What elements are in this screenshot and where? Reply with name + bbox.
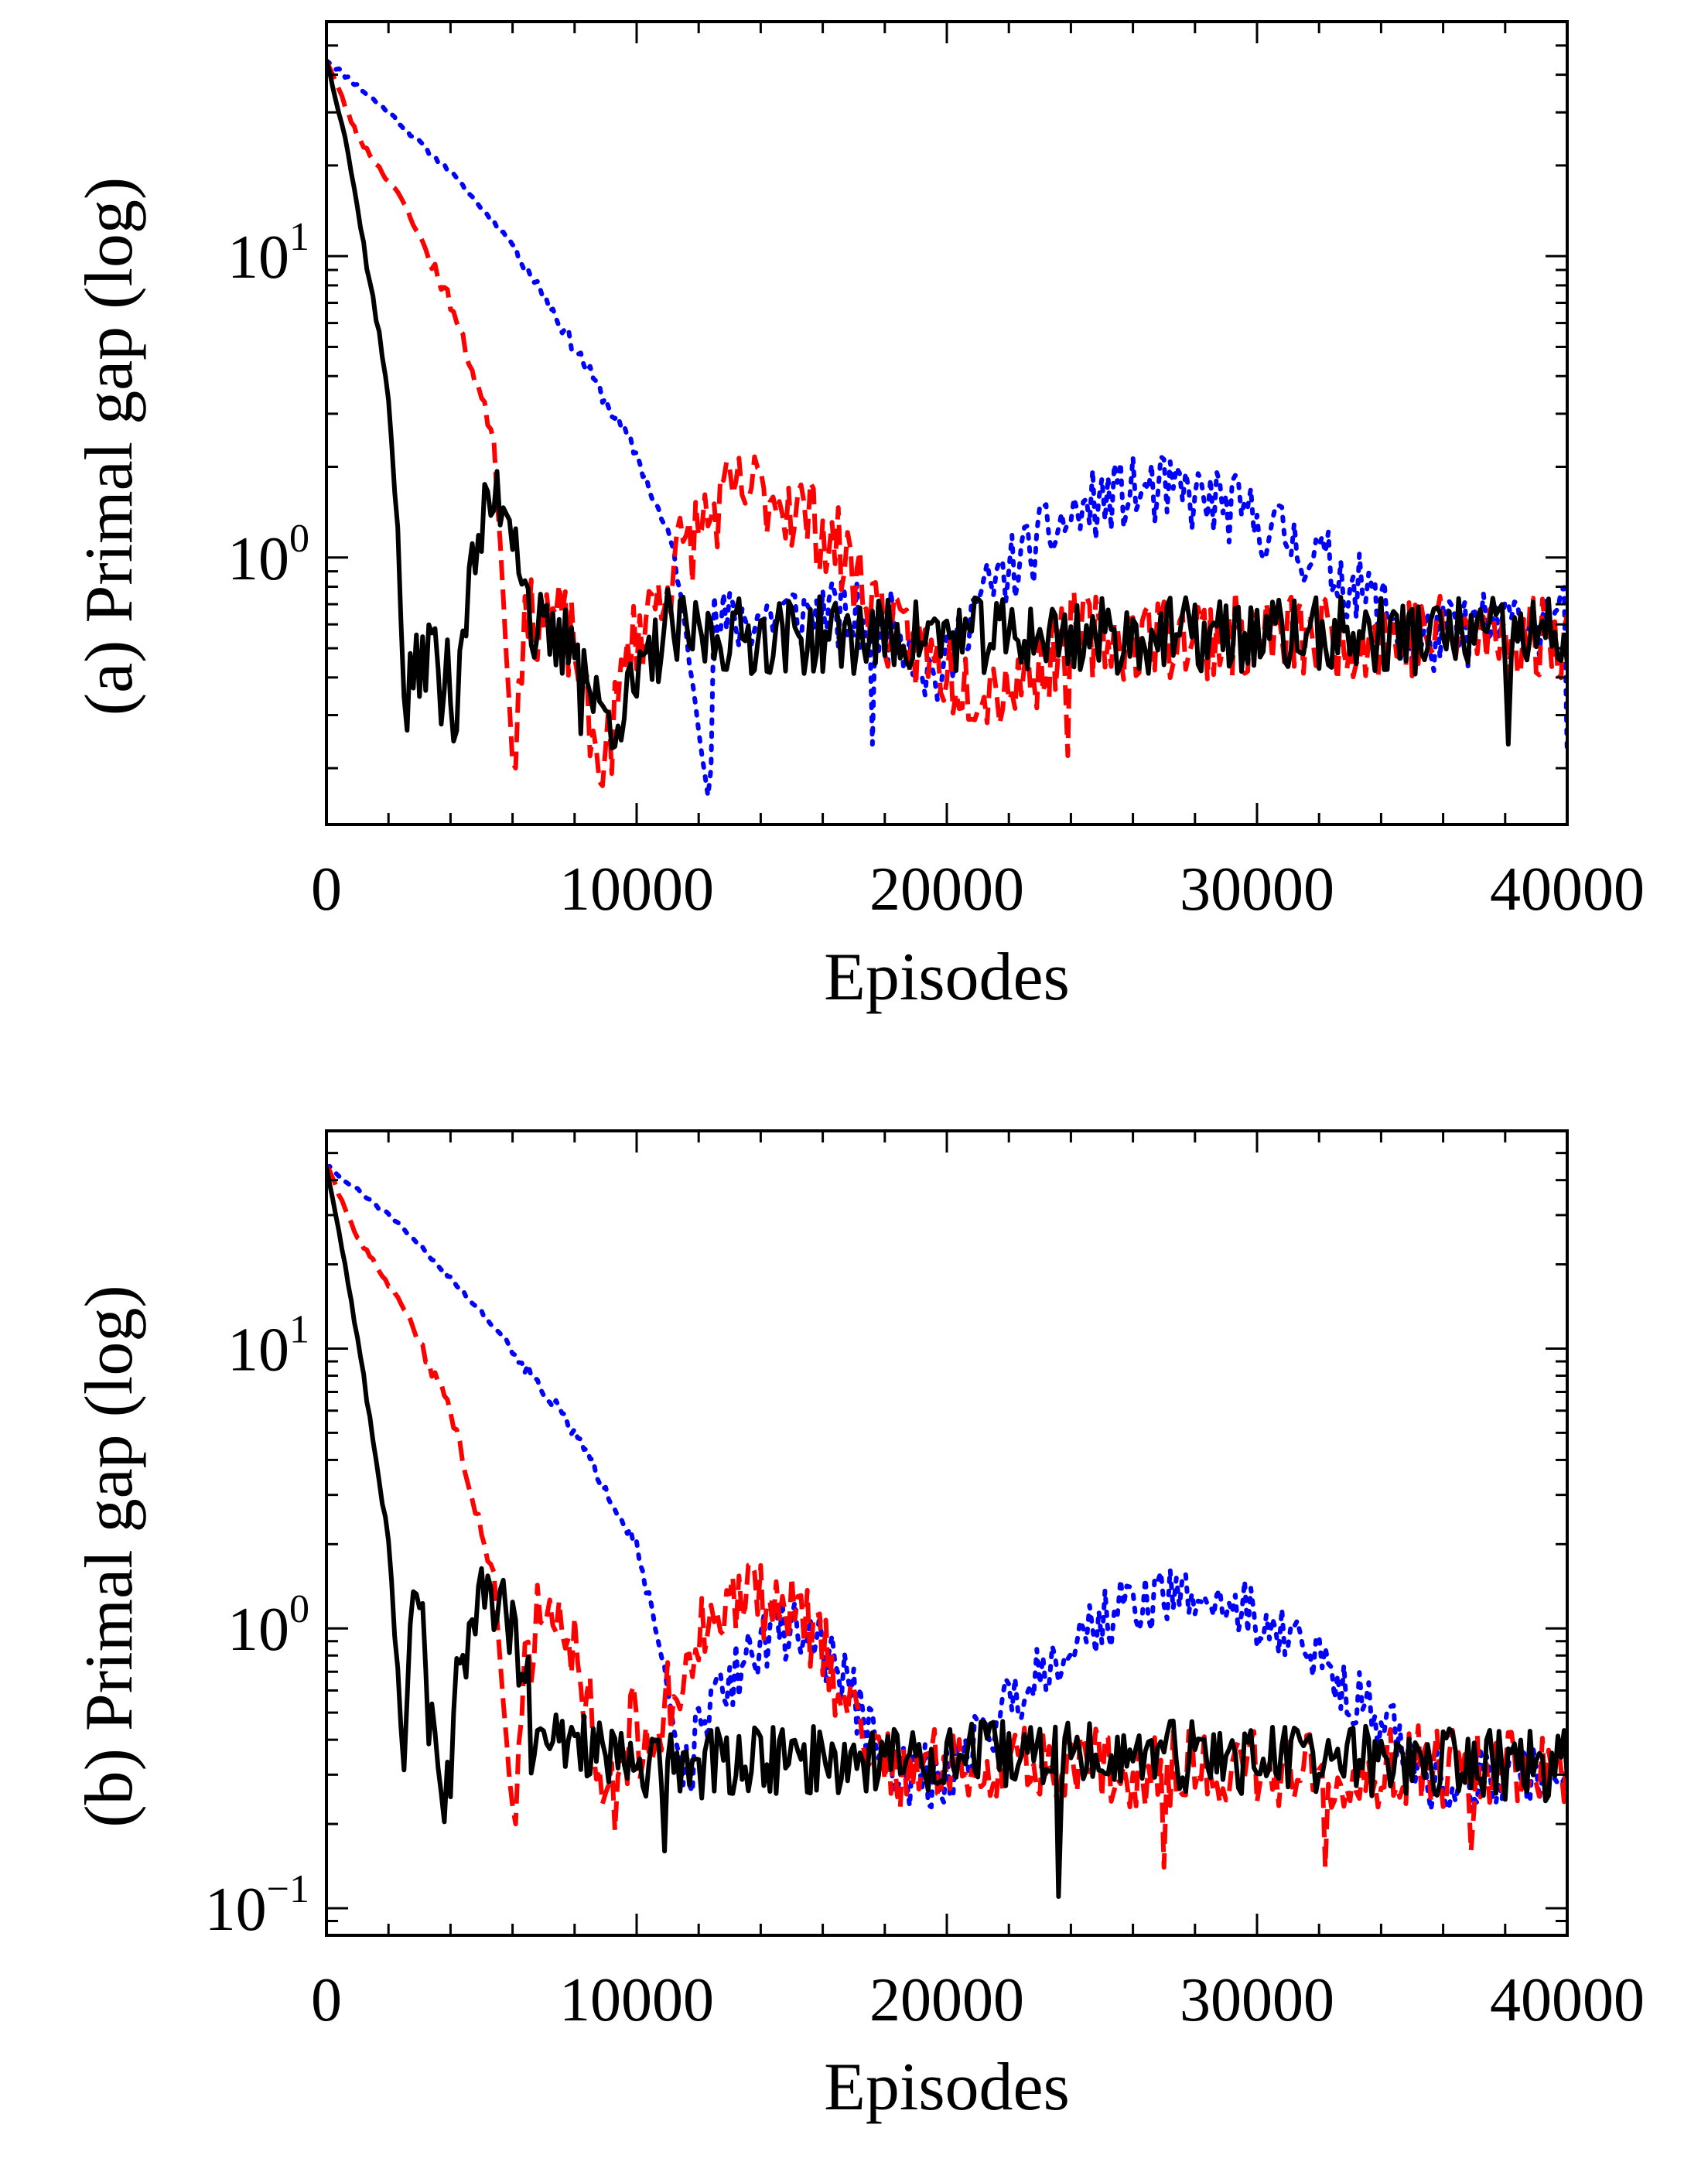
x-tick-label: 10000 xyxy=(559,855,714,924)
y-tick-label: 101 xyxy=(227,1307,309,1384)
series-line-b-2 xyxy=(326,1166,1567,1899)
x-tick-label: 30000 xyxy=(1180,855,1334,924)
x-tick-label: 40000 xyxy=(1490,1966,1645,2034)
y-tick-label: 100 xyxy=(227,1587,309,1664)
chart-panel-a: 0 10000 20000 30000 40000 100 101 Episodes (a… xyxy=(72,20,1645,1015)
series-line-a-0 xyxy=(326,58,1567,798)
x-tick-labels-a: 0 10000 20000 30000 40000 xyxy=(311,855,1645,924)
y-tick-labels-b: 10−1 100 101 xyxy=(205,1307,309,1943)
plot-frame-a xyxy=(325,20,1569,826)
y-axis-label-b: (b) Primal gap (log) xyxy=(72,1285,147,1827)
series-line-a-2 xyxy=(326,60,1567,751)
x-tick-labels-b: 0 10000 20000 30000 40000 xyxy=(311,1966,1645,2034)
x-tick-label: 0 xyxy=(311,855,342,924)
y-tick-label: 10−1 xyxy=(205,1867,309,1944)
x-axis-label-b: Episodes xyxy=(824,2050,1070,2125)
y-axis-label-a: (a) Primal gap (log) xyxy=(72,177,147,715)
x-tick-label: 40000 xyxy=(1490,855,1645,924)
y-tick-labels-a: 100 101 xyxy=(227,215,309,593)
ticks-a xyxy=(325,20,1569,825)
y-tick-label: 101 xyxy=(227,215,309,292)
series-line-b-0 xyxy=(326,1163,1567,1813)
y-tick-label: 100 xyxy=(227,517,309,593)
series-line-a-1 xyxy=(326,60,1567,788)
x-tick-label: 10000 xyxy=(559,1966,714,2034)
series-line-b-1 xyxy=(326,1165,1567,1870)
series-group-b xyxy=(326,1163,1567,1899)
x-tick-label: 30000 xyxy=(1180,1966,1334,2034)
series-group-a xyxy=(326,58,1567,798)
x-axis-label-a: Episodes xyxy=(824,940,1070,1015)
x-tick-label: 20000 xyxy=(869,1966,1024,2034)
x-tick-label: 20000 xyxy=(869,855,1024,924)
plot-frame-b xyxy=(325,1129,1569,1937)
x-tick-label: 0 xyxy=(311,1966,342,2034)
chart-panel-b: 0 10000 20000 30000 40000 10−1 100 101 Episode… xyxy=(72,1129,1645,2125)
ticks-b xyxy=(325,1129,1569,1937)
